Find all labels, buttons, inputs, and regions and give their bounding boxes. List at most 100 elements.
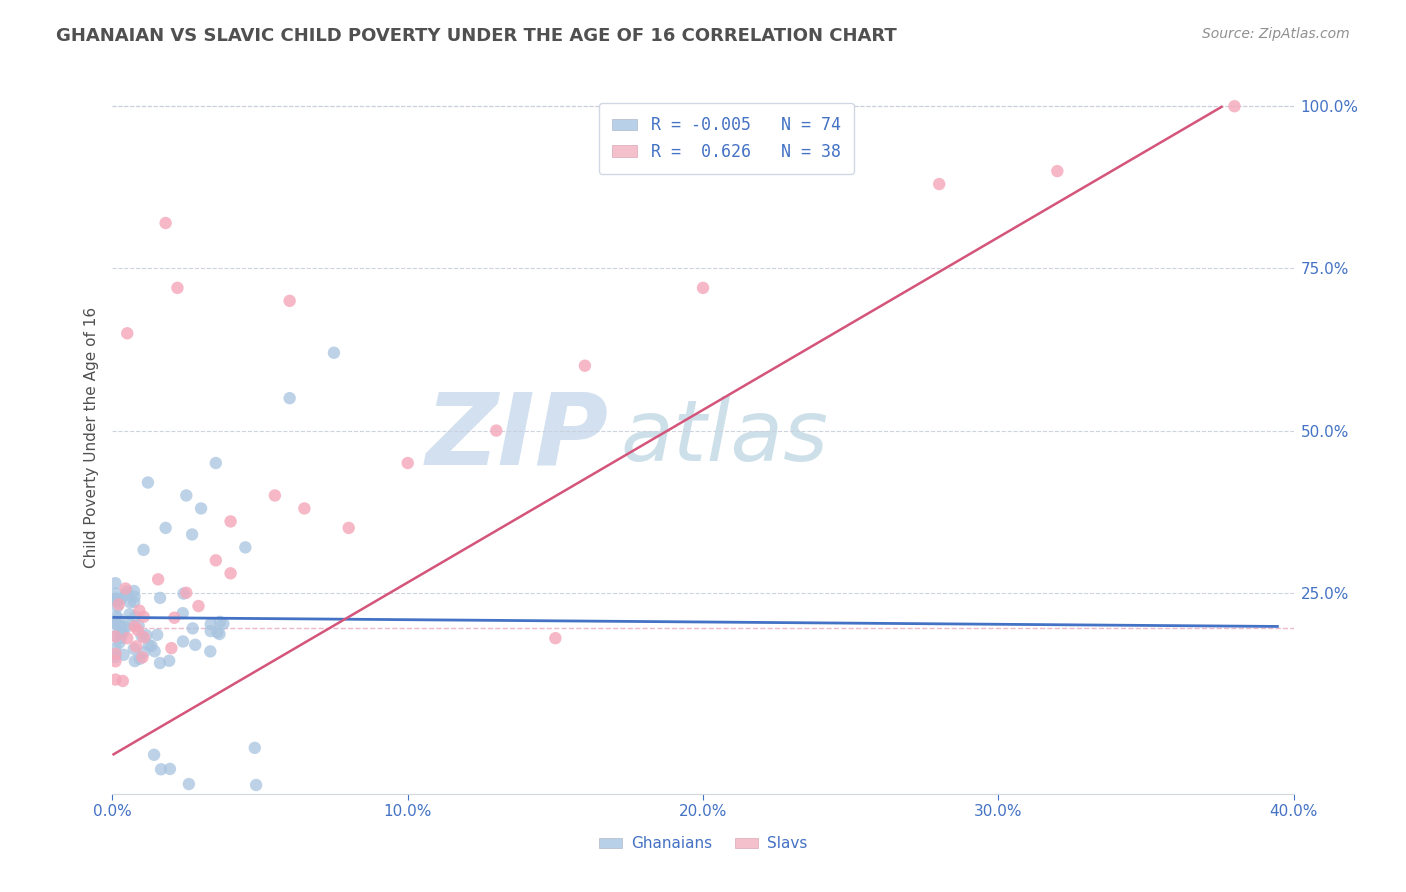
Point: [115, 584, 138, 599]
Point: [146, 628, 169, 642]
Point: [692, 281, 714, 295]
Point: [131, 650, 153, 665]
Point: [114, 582, 136, 596]
Point: [135, 628, 157, 642]
Point: [243, 740, 266, 755]
Point: [125, 640, 148, 654]
Point: [181, 621, 204, 635]
Point: [212, 616, 235, 631]
Point: [104, 576, 127, 591]
Point: [128, 604, 150, 618]
Point: [104, 654, 127, 668]
Point: [117, 615, 139, 629]
Point: [163, 610, 186, 624]
Point: [124, 609, 146, 624]
Point: [219, 566, 242, 581]
Point: [111, 673, 134, 688]
Point: [219, 515, 242, 529]
Point: [159, 762, 181, 776]
Point: [112, 625, 135, 640]
Point: [122, 584, 145, 599]
Point: [110, 619, 132, 633]
Point: [149, 656, 172, 670]
Point: [107, 598, 129, 612]
Point: [104, 616, 127, 631]
Point: [208, 627, 231, 641]
Point: [233, 541, 256, 555]
Point: [200, 644, 222, 658]
Point: [396, 456, 419, 470]
Point: [174, 488, 197, 502]
Point: [190, 501, 212, 516]
Point: [110, 591, 132, 606]
Point: [155, 216, 177, 230]
Point: [104, 649, 127, 664]
Point: [208, 615, 231, 629]
Point: [143, 644, 166, 658]
Point: [1223, 99, 1246, 113]
Point: [112, 648, 135, 662]
Point: [157, 654, 180, 668]
Point: [136, 475, 159, 490]
Point: [117, 631, 138, 645]
Point: [105, 599, 128, 614]
Point: [122, 595, 145, 609]
Point: [143, 747, 166, 762]
Point: [118, 607, 141, 622]
Point: [104, 591, 127, 606]
Point: [104, 647, 127, 661]
Point: [115, 620, 138, 634]
Point: [117, 326, 138, 341]
Point: [105, 594, 128, 608]
Point: [166, 281, 188, 295]
Text: atlas: atlas: [620, 395, 828, 479]
Point: [105, 609, 128, 624]
Point: [131, 629, 153, 643]
Point: [110, 631, 132, 645]
Point: [132, 609, 155, 624]
Point: [1046, 164, 1069, 178]
Point: [173, 587, 195, 601]
Point: [124, 654, 146, 668]
Point: [124, 590, 146, 604]
Point: [928, 177, 950, 191]
Point: [574, 359, 596, 373]
Point: [278, 293, 301, 308]
Point: [107, 611, 129, 625]
Point: [323, 345, 346, 359]
Point: [138, 638, 160, 652]
Point: [207, 625, 229, 640]
Point: [110, 625, 132, 640]
Point: [485, 424, 508, 438]
Point: [105, 586, 128, 600]
Point: [200, 617, 222, 632]
Point: [160, 641, 183, 656]
Point: [104, 641, 127, 656]
Point: [104, 629, 127, 643]
Point: [150, 762, 173, 776]
Y-axis label: Child Poverty Under the Age of 16: Child Poverty Under the Age of 16: [83, 307, 98, 567]
Legend: Ghanaians, Slavs: Ghanaians, Slavs: [592, 830, 814, 857]
Point: [108, 635, 131, 649]
Point: [174, 586, 197, 600]
Point: [172, 606, 194, 620]
Point: [205, 456, 228, 470]
Point: [132, 630, 155, 644]
Point: [118, 595, 141, 609]
Point: [128, 618, 150, 632]
Point: [146, 572, 169, 586]
Point: [264, 488, 287, 502]
Point: [181, 527, 204, 541]
Point: [104, 673, 127, 687]
Point: [292, 501, 315, 516]
Text: ZIP: ZIP: [426, 389, 609, 485]
Point: [124, 619, 146, 633]
Point: [155, 521, 177, 535]
Point: [177, 777, 200, 791]
Point: [107, 593, 129, 607]
Point: [205, 553, 228, 567]
Point: [278, 391, 301, 405]
Point: [128, 652, 150, 666]
Point: [115, 588, 138, 602]
Text: GHANAIAN VS SLAVIC CHILD POVERTY UNDER THE AGE OF 16 CORRELATION CHART: GHANAIAN VS SLAVIC CHILD POVERTY UNDER T…: [56, 27, 897, 45]
